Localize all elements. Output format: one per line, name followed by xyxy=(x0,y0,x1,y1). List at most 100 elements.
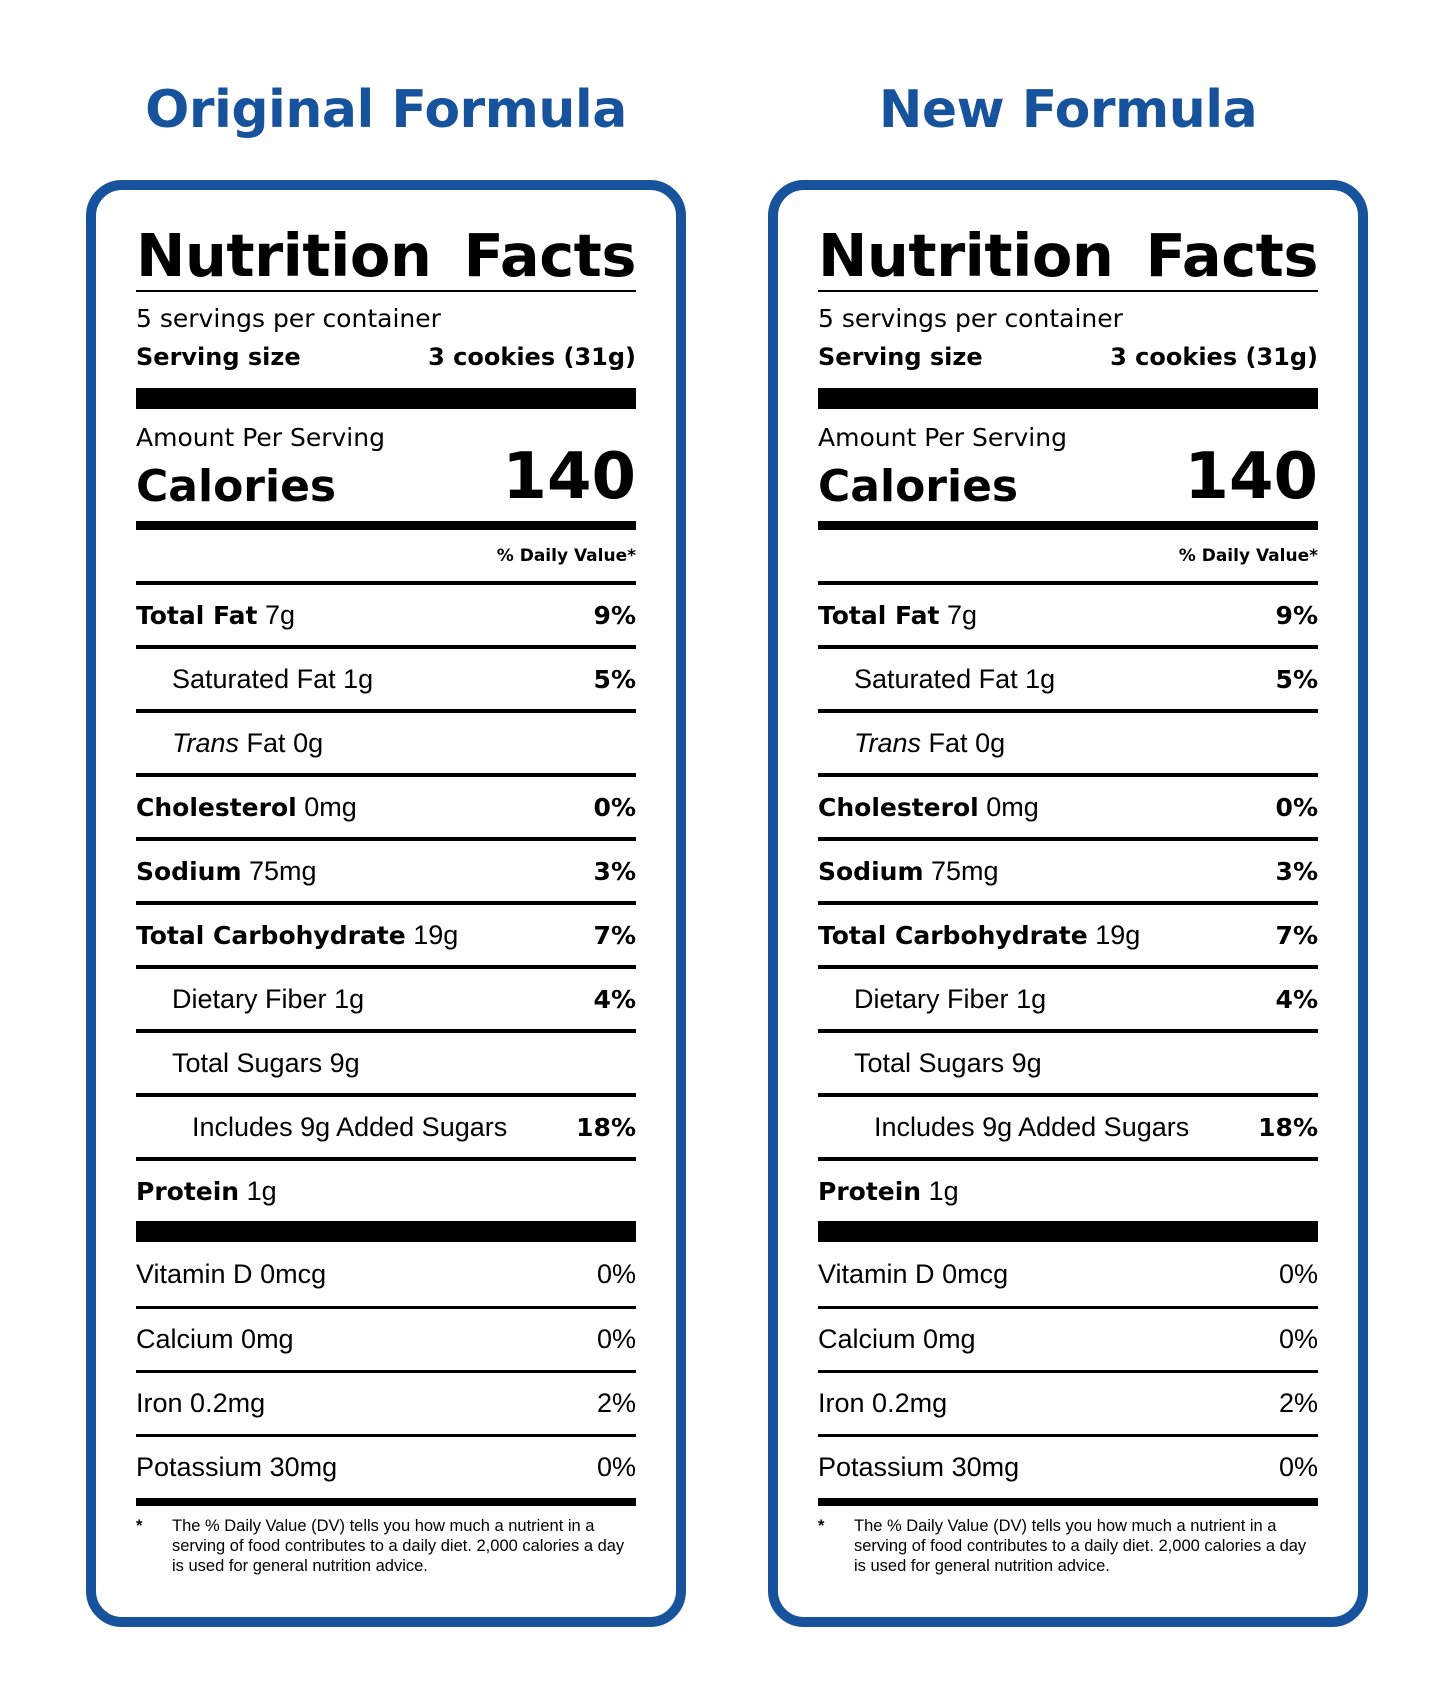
vitamin-amount: 0mg xyxy=(923,1324,976,1354)
nutrient-dv: 5% xyxy=(1275,664,1318,694)
nutrient-amount: 1g xyxy=(1016,983,1047,1014)
divider-thick xyxy=(818,388,1318,409)
vitamin-name: Calcium xyxy=(136,1324,234,1354)
nutrient-row-total-sugars: Total Sugars 9g xyxy=(136,1029,636,1093)
nutrient-name: Sodium xyxy=(136,856,242,886)
calories-value: 140 xyxy=(1184,440,1318,514)
footnote-text: The % Daily Value (DV) tells you how muc… xyxy=(172,1517,625,1575)
nutrient-name: Fat xyxy=(246,727,286,758)
nutrient-name: Fat xyxy=(928,727,968,758)
nutrient-row-saturated-fat: Saturated Fat 1g 5% xyxy=(136,645,636,709)
nutrient-amount: 0mg xyxy=(986,791,1039,822)
nutrient-dv: 0% xyxy=(593,792,636,822)
vitamin-name: Iron xyxy=(818,1388,865,1418)
vitamin-dv: 0% xyxy=(596,1452,636,1482)
nutrient-amount: 75mg xyxy=(249,855,317,886)
vitamin-dv: 0% xyxy=(1278,1452,1318,1482)
vitamin-row-potassium: Potassium 30mg 0% xyxy=(818,1434,1318,1498)
divider xyxy=(818,290,1318,292)
nutrient-row-cholesterol: Cholesterol 0mg 0% xyxy=(818,773,1318,837)
nutrient-name-italic: Trans xyxy=(854,727,922,758)
nutrient-amount: 7g xyxy=(946,599,977,630)
nutrient-amount: 9g xyxy=(1011,1047,1042,1078)
nutrient-dv: 0% xyxy=(1275,792,1318,822)
nutrient-amount: 9g xyxy=(329,1047,360,1078)
nutrient-name: Total Carbohydrate xyxy=(136,920,406,950)
vitamin-row-iron: Iron 0.2mg 2% xyxy=(136,1370,636,1434)
nutrient-name: Saturated Fat xyxy=(854,663,1018,694)
nutrient-row-added-sugars: Includes 9g Added Sugars 18% xyxy=(136,1093,636,1157)
vitamin-name: Iron xyxy=(136,1388,183,1418)
divider-medium xyxy=(818,521,1318,530)
nutrition-label: Nutrition Facts 5 servings per container… xyxy=(768,180,1368,1627)
vitamin-dv: 0% xyxy=(596,1324,636,1354)
nutrient-name: Dietary Fiber xyxy=(172,983,327,1014)
vitamin-name: Calcium xyxy=(818,1324,916,1354)
vitamin-amount: 0mg xyxy=(241,1324,294,1354)
serving-size-value: 3 cookies (31g) xyxy=(428,343,636,371)
nutrient-row-trans-fat: Trans Fat 0g xyxy=(818,709,1318,773)
divider-thick xyxy=(136,1221,636,1242)
nutrient-row-protein: Protein 1g xyxy=(136,1157,636,1221)
serving-size-label: Serving size xyxy=(136,343,301,371)
nutrient-amount: 1g xyxy=(343,663,374,694)
nutrient-amount: 1g xyxy=(246,1175,277,1206)
divider-medium xyxy=(818,1498,1318,1506)
nutrient-row-added-sugars: Includes 9g Added Sugars 18% xyxy=(818,1093,1318,1157)
vitamin-row-calcium: Calcium 0mg 0% xyxy=(136,1306,636,1370)
vitamin-row-vitamin-d: Vitamin D 0mcg 0% xyxy=(818,1242,1318,1306)
nutrient-amount: 0g xyxy=(293,727,324,758)
vitamin-amount: 0mcg xyxy=(260,1258,327,1289)
nutrient-dv: 18% xyxy=(1258,1112,1318,1142)
vitamin-name: Potassium xyxy=(818,1452,945,1482)
nutrient-row-total-carbohydrate: Total Carbohydrate 19g 7% xyxy=(136,901,636,965)
nutrient-row-total-fat: Total Fat 7g 9% xyxy=(136,581,636,645)
divider-medium xyxy=(136,521,636,530)
vitamin-amount: 30mg xyxy=(269,1452,338,1482)
panel-heading: New Formula xyxy=(878,80,1258,140)
nutrition-facts-title: Nutrition Facts xyxy=(818,221,1319,290)
nutrient-row-sodium: Sodium 75mg 3% xyxy=(136,837,636,901)
nutrient-dv: 3% xyxy=(593,856,636,886)
nutrient-name: Total Carbohydrate xyxy=(818,920,1088,950)
nutrient-row-total-sugars: Total Sugars 9g xyxy=(818,1029,1318,1093)
nutrient-amount: 1g xyxy=(334,983,365,1014)
vitamin-amount: 0mcg xyxy=(942,1258,1009,1289)
vitamin-amount: 30mg xyxy=(951,1452,1020,1482)
nutrient-name: Includes 9g Added Sugars xyxy=(192,1111,508,1142)
nutrient-dv: 5% xyxy=(593,664,636,694)
nutrient-name-italic: Trans xyxy=(172,727,240,758)
divider xyxy=(136,290,636,292)
divider-medium xyxy=(136,1498,636,1506)
nutrient-name: Dietary Fiber xyxy=(854,983,1009,1014)
vitamin-row-calcium: Calcium 0mg 0% xyxy=(818,1306,1318,1370)
nutrient-amount: 1g xyxy=(1025,663,1056,694)
divider-thick xyxy=(136,388,636,409)
vitamin-dv: 0% xyxy=(596,1258,636,1289)
nutrient-dv: 3% xyxy=(1275,856,1318,886)
serving-size-value: 3 cookies (31g) xyxy=(1110,343,1318,371)
nutrition-facts-title: Nutrition Facts xyxy=(136,221,637,290)
nutrient-name: Total Fat xyxy=(818,600,940,630)
nutrient-dv: 7% xyxy=(593,920,636,950)
nutrient-dv: 9% xyxy=(593,600,636,630)
vitamin-amount: 0.2mg xyxy=(190,1388,266,1418)
nutrient-name: Total Fat xyxy=(136,600,258,630)
nutrient-dv: 9% xyxy=(1275,600,1318,630)
nutrient-amount: 19g xyxy=(413,919,459,950)
calories-row: Calories 140 xyxy=(136,445,636,511)
nutrient-name: Saturated Fat xyxy=(172,663,336,694)
servings-per-container: 5 servings per container xyxy=(136,304,441,333)
divider-thick xyxy=(818,1221,1318,1242)
nutrient-row-saturated-fat: Saturated Fat 1g 5% xyxy=(818,645,1318,709)
vitamin-row-potassium: Potassium 30mg 0% xyxy=(136,1434,636,1498)
nutrient-amount: 19g xyxy=(1095,919,1141,950)
nutrient-dv: 18% xyxy=(576,1112,636,1142)
footnote: * The % Daily Value (DV) tells you how m… xyxy=(136,1516,636,1576)
nutrient-row-total-carbohydrate: Total Carbohydrate 19g 7% xyxy=(818,901,1318,965)
serving-size-label: Serving size xyxy=(818,343,983,371)
serving-size-row: Serving size 3 cookies (31g) xyxy=(136,342,636,372)
daily-value-header: % Daily Value* xyxy=(496,546,636,566)
nutrient-amount: 0mg xyxy=(304,791,357,822)
calories-row: Calories 140 xyxy=(818,445,1318,511)
